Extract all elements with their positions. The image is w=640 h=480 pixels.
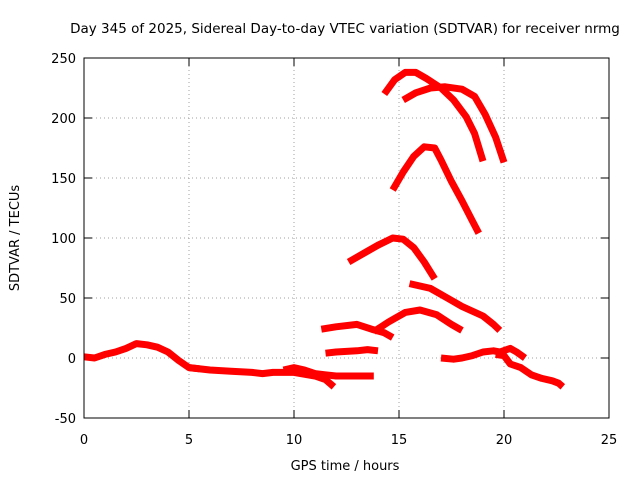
- plot-frame: [83, 57, 610, 419]
- y-tick-label: 250: [51, 52, 76, 67]
- series-arc-13: [401, 83, 508, 164]
- series-arc-1: [83, 340, 200, 373]
- x-axis-label: GPS time / hours: [291, 459, 400, 474]
- series-arc-3: [282, 364, 374, 380]
- y-tick-label: 100: [51, 232, 76, 247]
- data-series: [83, 68, 566, 390]
- x-tick-label: 15: [391, 433, 408, 448]
- x-tick-label: 10: [286, 433, 303, 448]
- series-arc-8: [440, 344, 528, 363]
- series-arc-12: [381, 68, 487, 163]
- series-arc-9: [495, 350, 566, 390]
- x-tick-label: 25: [601, 433, 618, 448]
- series-arc-5: [320, 320, 395, 341]
- y-axis-ticks: -50 0 50 100 150 200 250: [51, 52, 609, 427]
- y-tick-label: -50: [55, 412, 76, 427]
- y-tick-label: 150: [51, 172, 76, 187]
- series-arc-6: [371, 306, 464, 335]
- x-tick-label: 0: [80, 433, 88, 448]
- grid: [84, 58, 609, 418]
- series-arc-2: [188, 364, 337, 390]
- x-axis-ticks: 0 5 10 15 20 25: [80, 58, 617, 448]
- series-arc-10: [346, 234, 438, 281]
- y-tick-label: 0: [68, 352, 76, 367]
- x-tick-label: 20: [496, 433, 513, 448]
- y-tick-label: 50: [59, 292, 76, 307]
- series-arc-11: [389, 143, 482, 235]
- y-axis-label: SDTVAR / TECUs: [8, 185, 23, 292]
- series-arc-7: [408, 280, 503, 333]
- series-arc-4: [325, 346, 379, 357]
- y-tick-label: 200: [51, 112, 76, 127]
- chart-title: Day 345 of 2025, Sidereal Day-to-day VTE…: [70, 21, 620, 37]
- x-tick-label: 5: [185, 433, 193, 448]
